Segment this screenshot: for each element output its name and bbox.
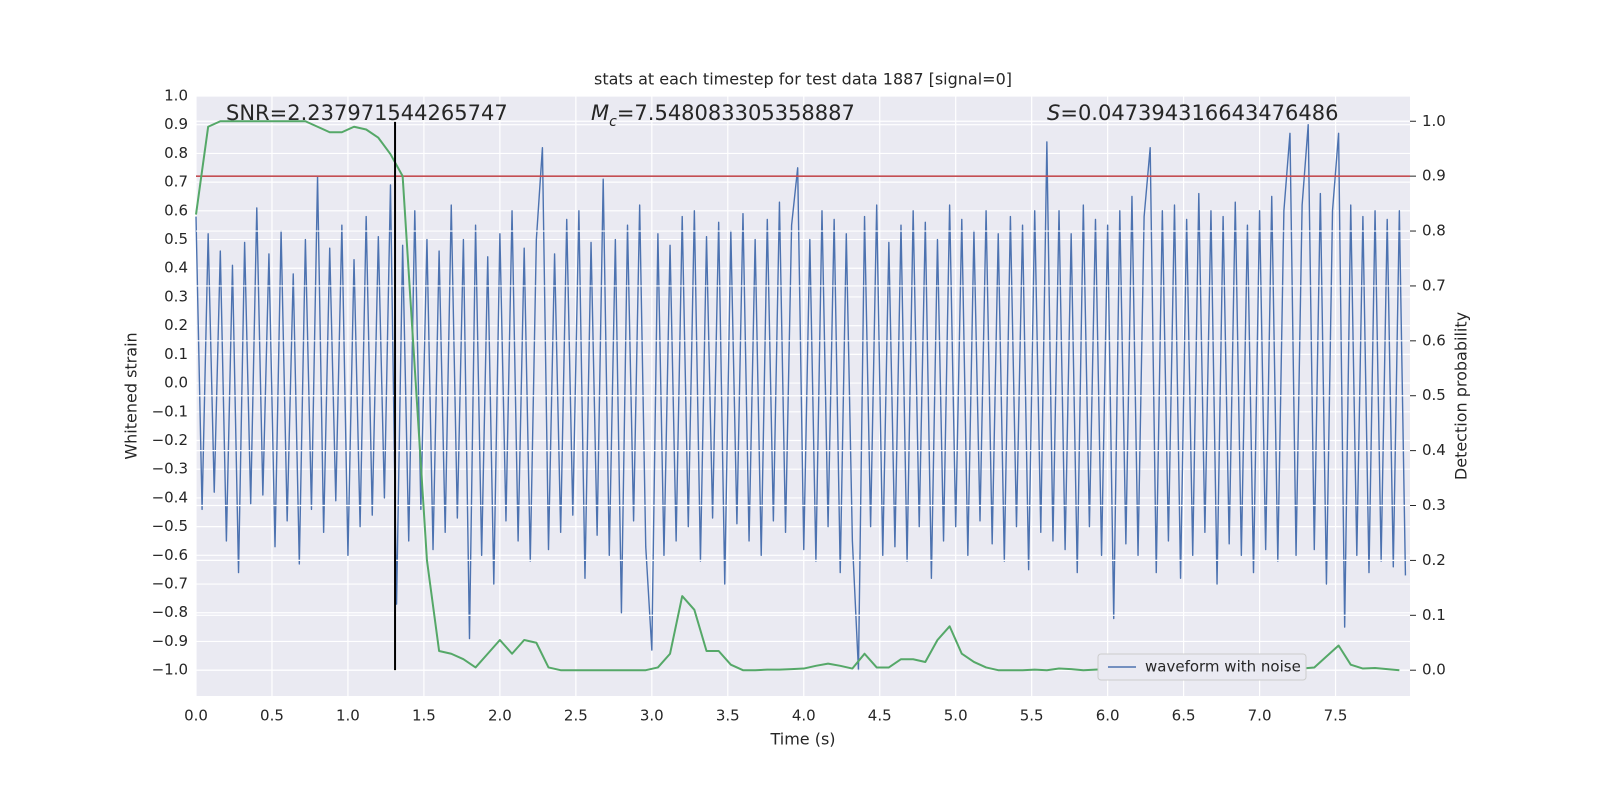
y-tick-label: 0.5	[164, 230, 188, 248]
x-tick-label: 5.0	[944, 707, 968, 725]
y-tick-label: −0.8	[152, 603, 188, 621]
y2-tick-label: 0.1	[1422, 606, 1446, 624]
y2-tick-label: 0.8	[1422, 222, 1446, 240]
y2-tick-label: 0.7	[1422, 276, 1446, 294]
x-tick-label: 4.0	[792, 707, 816, 725]
x-tick-label: 6.5	[1172, 707, 1196, 725]
y-tick-label: −1.0	[152, 661, 188, 679]
y-tick-label: 0.1	[164, 345, 188, 363]
x-tick-label: 2.0	[488, 707, 512, 725]
y2-tick-label: 0.2	[1422, 551, 1446, 569]
y-tick-label: −0.3	[152, 460, 188, 478]
x-tick-label: 0.0	[184, 707, 208, 725]
y2-tick-label: 0.4	[1422, 441, 1446, 459]
y-tick-label: −0.5	[152, 517, 188, 535]
y-tick-label: 0.0	[164, 374, 188, 392]
y-tick-label: 0.9	[164, 115, 188, 133]
annotation-symbol: M	[591, 101, 609, 125]
y-tick-label: −0.7	[152, 575, 188, 593]
y-tick-label: −0.6	[152, 546, 188, 564]
x-tick-label: 5.5	[1020, 707, 1044, 725]
y-tick-label: 1.0	[164, 87, 188, 105]
x-tick-label: 6.0	[1096, 707, 1120, 725]
y-tick-label: 0.4	[164, 259, 188, 277]
y-tick-label: 0.8	[164, 144, 188, 162]
y2-tick-label: 1.0	[1422, 112, 1446, 130]
y-tick-label: 0.6	[164, 201, 188, 219]
x-axis-label: Time (s)	[769, 730, 835, 749]
x-tick-label: 7.5	[1324, 707, 1348, 725]
y2-tick-label: 0.5	[1422, 386, 1446, 404]
x-tick-label: 0.5	[260, 707, 284, 725]
waveform-line	[195, 124, 1407, 671]
annotation-text: =7.548083305358887	[617, 101, 855, 125]
x-tick-label: 4.5	[868, 707, 892, 725]
y2-tick-label: 0.3	[1422, 496, 1446, 514]
y-tick-label: −0.9	[152, 632, 188, 650]
y-tick-label: 0.2	[164, 316, 188, 334]
y2-axis-label: Detection probability	[1452, 312, 1471, 480]
annotation: S=0.047394316643476486	[1047, 101, 1338, 125]
x-tick-label: 1.5	[412, 707, 436, 725]
y-tick-label: 0.7	[164, 173, 188, 191]
x-tick-label: 1.0	[336, 707, 360, 725]
annotation-symbol: S	[1047, 101, 1060, 125]
x-tick-label: 3.0	[640, 707, 664, 725]
y-tick-label: −0.2	[152, 431, 188, 449]
y2-tick-label: 0.6	[1422, 331, 1446, 349]
y-axis-label: Whitened strain	[122, 332, 141, 459]
x-tick-label: 3.5	[716, 707, 740, 725]
y-tick-label: 0.3	[164, 287, 188, 305]
x-tick-label: 7.0	[1248, 707, 1272, 725]
annotation-subscript: c	[609, 114, 617, 130]
y2-tick-label: 0.9	[1422, 167, 1446, 185]
legend-box	[1097, 653, 1307, 681]
y-tick-label: −0.1	[152, 402, 188, 420]
y-tick-label: −0.4	[152, 488, 188, 506]
annotation: SNR=2.237971544265747	[226, 101, 508, 125]
legend-label: waveform with noise	[1145, 658, 1301, 676]
annotation-text: =0.047394316643476486	[1060, 101, 1338, 125]
chart-title: stats at each timestep for test data 188…	[594, 70, 1012, 89]
annotation-text: SNR=2.237971544265747	[226, 101, 508, 125]
y2-tick-label: 0.0	[1422, 661, 1446, 679]
annotation: Mc=7.548083305358887	[591, 101, 855, 130]
x-tick-label: 2.5	[564, 707, 588, 725]
